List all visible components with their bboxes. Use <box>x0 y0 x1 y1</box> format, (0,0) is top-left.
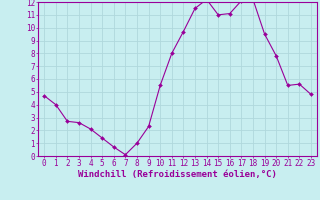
X-axis label: Windchill (Refroidissement éolien,°C): Windchill (Refroidissement éolien,°C) <box>78 170 277 179</box>
